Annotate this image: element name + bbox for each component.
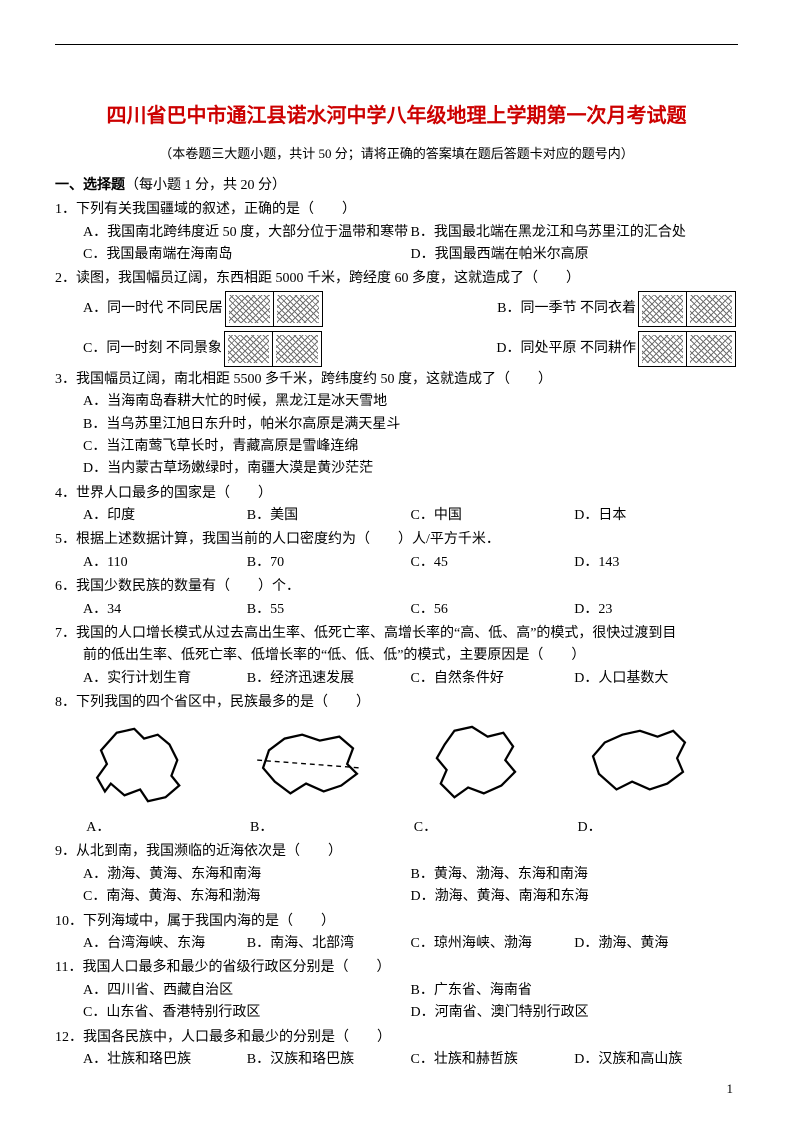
q3-opt-c[interactable]: C．当江南莺飞草长时，青藏高原是雪峰连绵 [83,436,738,458]
q4-opt-a[interactable]: A．印度 [83,505,247,527]
q1-opt-c[interactable]: C．我国最南端在海南岛 [83,244,411,266]
section-1-label: 一、选择题 [55,176,125,192]
q8-opt-b[interactable]: B． [250,721,407,840]
q4-stem: 4．世界人口最多的国家是（ ） [55,483,738,505]
q2-opt-c[interactable]: C．同一时刻 不同景象 [83,338,222,360]
question-7: 7．我国的人口增长模式从过去高出生率、低死亡率、高增长率的“高、低、高”的模式，… [55,623,738,690]
q6-opt-c[interactable]: C．56 [411,599,575,621]
q4-opt-b[interactable]: B．美国 [247,505,411,527]
q9-opt-b[interactable]: B．黄海、渤海、东海和南海 [411,864,739,886]
q8-opt-a-label: A． [86,817,243,839]
q8-opt-c-label: C． [414,817,571,839]
question-11: 11．我国人口最多和最少的省级行政区分别是（ ） A．四川省、西藏自治区 B．广… [55,957,738,1024]
q5-opt-a[interactable]: A．110 [83,552,247,574]
q10-opt-d[interactable]: D．渤海、黄海 [574,933,738,955]
question-8: 8．下列我国的四个省区中，民族最多的是（ ） A． B． C． D． [55,692,738,839]
q11-opt-c[interactable]: C．山东省、香港特别行政区 [83,1002,411,1024]
q2-img-a [225,291,323,327]
q6-opt-b[interactable]: B．55 [247,599,411,621]
section-1-note: （每小题 1 分，共 20 分） [125,178,286,193]
q4-opt-c[interactable]: C．中国 [411,505,575,527]
q11-opt-b[interactable]: B．广东省、海南省 [411,980,739,1002]
section-1-header: 一、选择题（每小题 1 分，共 20 分） [55,173,738,197]
q8-opt-c[interactable]: C． [414,721,571,840]
q9-stem: 9．从北到南，我国濒临的近海依次是（ ） [55,841,738,863]
q5-opt-c[interactable]: C．45 [411,552,575,574]
exam-subtitle: （本卷题三大题小题，共计 50 分；请将正确的答案填在题后答题卡对应的题号内） [55,144,738,165]
question-1: 1．下列有关我国疆域的叙述，正确的是（ ） A．我国南北跨纬度近 50 度，大部… [55,199,738,266]
q9-opt-c[interactable]: C．南海、黄海、东海和渤海 [83,886,411,908]
q11-opt-d[interactable]: D．河南省、澳门特别行政区 [411,1002,739,1024]
q8-opt-d[interactable]: D． [578,721,735,840]
q8-opt-a[interactable]: A． [86,721,243,840]
question-5: 5．根据上述数据计算，我国当前的人口密度约为（ ）人/平方千米． A．110 B… [55,529,738,574]
q10-opt-a[interactable]: A．台湾海峡、东海 [83,933,247,955]
province-outline-c-icon [414,721,534,809]
q12-opt-b[interactable]: B．汉族和珞巴族 [247,1049,411,1071]
q9-opt-d[interactable]: D．渤海、黄海、南海和东海 [411,886,739,908]
q3-opt-d[interactable]: D．当内蒙古草场嫩绿时，南疆大漠是黄沙茫茫 [83,458,738,480]
top-rule [55,44,738,45]
q3-stem: 3．我国幅员辽阔，南北相距 5500 多千米，跨纬度约 50 度，这就造成了（ … [55,369,738,391]
province-outline-d-icon [578,721,698,809]
q6-opt-d[interactable]: D．23 [574,599,738,621]
q1-opt-b[interactable]: B．我国最北端在黑龙江和乌苏里江的汇合处 [411,222,739,244]
q3-opt-b[interactable]: B．当乌苏里江旭日东升时，帕米尔高原是满天星斗 [83,414,738,436]
q2-opt-a[interactable]: A．同一时代 不同民居 [83,298,223,320]
q7-stem-2: 前的低出生率、低死亡率、低增长率的“低、低、低”的模式，主要原因是（ ） [55,645,738,667]
q10-opt-c[interactable]: C．琼州海峡、渤海 [411,933,575,955]
q2-opt-b[interactable]: B．同一季节 不同衣着 [497,298,636,320]
province-outline-b-icon [250,721,370,809]
question-4: 4．世界人口最多的国家是（ ） A．印度 B．美国 C．中国 D．日本 [55,483,738,528]
q2-img-b [638,291,736,327]
q2-img-d [638,331,736,367]
q2-opt-d[interactable]: D．同处平原 不同耕作 [496,338,636,360]
q7-opt-b[interactable]: B．经济迅速发展 [247,668,411,690]
q2-img-c [224,331,322,367]
q5-stem: 5．根据上述数据计算，我国当前的人口密度约为（ ）人/平方千米． [55,529,738,551]
q11-opt-a[interactable]: A．四川省、西藏自治区 [83,980,411,1002]
q8-opt-d-label: D． [578,817,735,839]
question-6: 6．我国少数民族的数量有（ ）个． A．34 B．55 C．56 D．23 [55,576,738,621]
q5-opt-d[interactable]: D．143 [574,552,738,574]
q6-stem: 6．我国少数民族的数量有（ ）个． [55,576,738,598]
q7-opt-c[interactable]: C．自然条件好 [411,668,575,690]
q8-stem: 8．下列我国的四个省区中，民族最多的是（ ） [55,692,738,714]
question-2: 2．读图，我国幅员辽阔，东西相距 5000 千米，跨经度 60 多度，这就造成了… [55,268,738,366]
q4-opt-d[interactable]: D．日本 [574,505,738,527]
page-number: 1 [727,1079,734,1100]
q8-opt-b-label: B． [250,817,407,839]
question-10: 10．下列海域中，属于我国内海的是（ ） A．台湾海峡、东海 B．南海、北部湾 … [55,911,738,956]
question-12: 12．我国各民族中，人口最多和最少的分别是（ ） A．壮族和珞巴族 B．汉族和珞… [55,1027,738,1072]
q11-stem: 11．我国人口最多和最少的省级行政区分别是（ ） [55,957,738,979]
exam-title: 四川省巴中市通江县诺水河中学八年级地理上学期第一次月考试题 [55,100,738,132]
q1-stem: 1．下列有关我国疆域的叙述，正确的是（ ） [55,199,738,221]
q1-opt-d[interactable]: D．我国最西端在帕米尔高原 [411,244,739,266]
q12-stem: 12．我国各民族中，人口最多和最少的分别是（ ） [55,1027,738,1049]
question-9: 9．从北到南，我国濒临的近海依次是（ ） A．渤海、黄海、东海和南海 B．黄海、… [55,841,738,908]
q12-opt-a[interactable]: A．壮族和珞巴族 [83,1049,247,1071]
q10-stem: 10．下列海域中，属于我国内海的是（ ） [55,911,738,933]
province-outline-a-icon [86,721,206,809]
q6-opt-a[interactable]: A．34 [83,599,247,621]
q9-opt-a[interactable]: A．渤海、黄海、东海和南海 [83,864,411,886]
q7-opt-a[interactable]: A．实行计划生育 [83,668,247,690]
q1-opt-a[interactable]: A．我国南北跨纬度近 50 度，大部分位于温带和寒带 [83,222,411,244]
question-3: 3．我国幅员辽阔，南北相距 5500 多千米，跨纬度约 50 度，这就造成了（ … [55,369,738,481]
q3-opt-a[interactable]: A．当海南岛春耕大忙的时候，黑龙江是冰天雪地 [83,391,738,413]
q7-opt-d[interactable]: D．人口基数大 [574,668,738,690]
q5-opt-b[interactable]: B．70 [247,552,411,574]
q12-opt-c[interactable]: C．壮族和赫哲族 [411,1049,575,1071]
q7-stem-1: 7．我国的人口增长模式从过去高出生率、低死亡率、高增长率的“高、低、高”的模式，… [55,623,738,645]
q2-stem: 2．读图，我国幅员辽阔，东西相距 5000 千米，跨经度 60 多度，这就造成了… [55,268,738,290]
q12-opt-d[interactable]: D．汉族和高山族 [574,1049,738,1071]
q10-opt-b[interactable]: B．南海、北部湾 [247,933,411,955]
